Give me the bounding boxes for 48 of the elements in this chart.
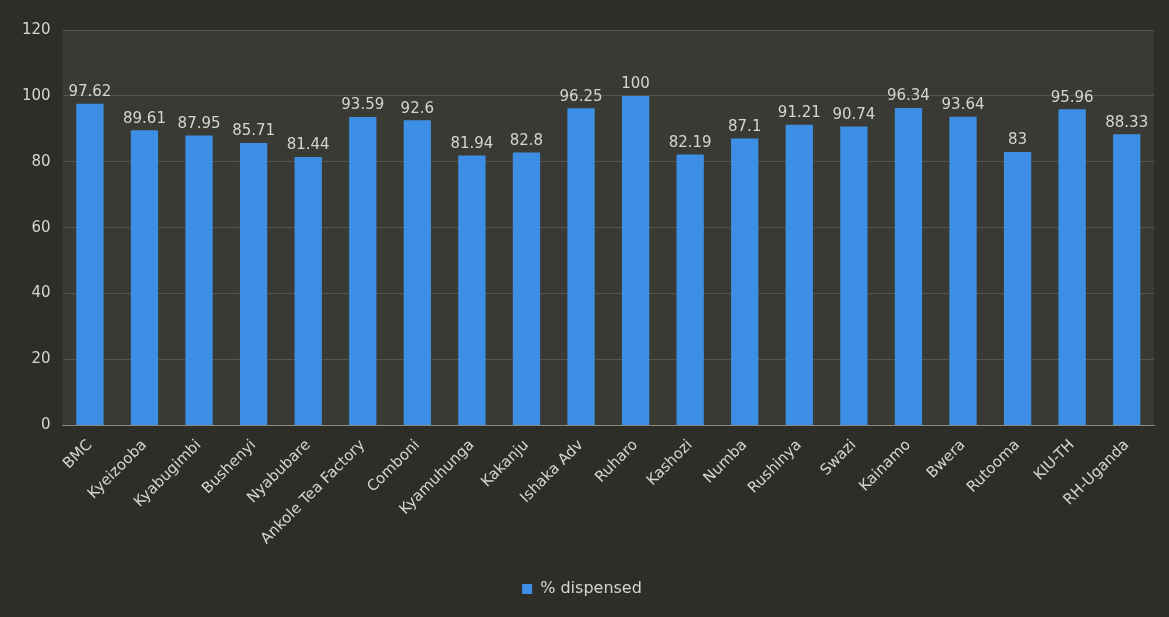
bar bbox=[76, 103, 104, 425]
bar bbox=[1003, 151, 1032, 425]
data-label: 89.61 bbox=[123, 108, 166, 127]
y-tick-label: 20 bbox=[31, 349, 51, 368]
data-label: 81.94 bbox=[450, 133, 494, 152]
data-label: 100 bbox=[621, 74, 650, 93]
bar bbox=[785, 124, 813, 425]
data-label: 81.44 bbox=[286, 135, 330, 154]
data-label: 95.96 bbox=[1050, 87, 1094, 106]
data-label: 92.6 bbox=[400, 98, 435, 117]
data-label: 87.95 bbox=[177, 113, 221, 132]
data-label: 87.1 bbox=[728, 116, 762, 135]
y-tick-label: 60 bbox=[31, 217, 51, 236]
bar bbox=[349, 117, 377, 425]
bar bbox=[512, 152, 541, 425]
y-tick-label: 40 bbox=[31, 283, 51, 302]
bar bbox=[840, 126, 868, 425]
bar bbox=[185, 135, 213, 425]
bar bbox=[239, 142, 268, 425]
data-label: 91.21 bbox=[777, 103, 821, 122]
data-label: 82.8 bbox=[509, 130, 544, 149]
data-label: 93.59 bbox=[341, 95, 385, 114]
bar bbox=[403, 120, 431, 425]
bar bbox=[731, 138, 759, 425]
bar bbox=[676, 154, 704, 425]
bar bbox=[130, 130, 159, 425]
bar bbox=[894, 107, 923, 425]
bar bbox=[1113, 134, 1141, 425]
y-tick-label: 100 bbox=[21, 85, 51, 104]
bar bbox=[567, 108, 595, 425]
y-tick-label: 80 bbox=[31, 151, 51, 170]
bar bbox=[1058, 109, 1086, 425]
bar bbox=[621, 95, 650, 425]
y-tick-label: 120 bbox=[21, 19, 51, 38]
data-label: 96.34 bbox=[886, 86, 930, 105]
legend-label: % dispensed bbox=[540, 578, 642, 598]
y-tick-label: 0 bbox=[41, 415, 51, 434]
bar bbox=[294, 157, 322, 425]
data-label: 85.71 bbox=[232, 121, 276, 140]
data-label: 93.64 bbox=[941, 95, 985, 114]
data-label: 82.19 bbox=[668, 132, 712, 151]
bar bbox=[949, 116, 977, 425]
data-label: 90.74 bbox=[832, 104, 876, 123]
data-label: 96.25 bbox=[559, 86, 603, 105]
data-label: 97.62 bbox=[68, 82, 112, 101]
data-label: 88.33 bbox=[1105, 112, 1149, 131]
data-label: 83 bbox=[1008, 130, 1028, 149]
bar bbox=[458, 155, 486, 425]
